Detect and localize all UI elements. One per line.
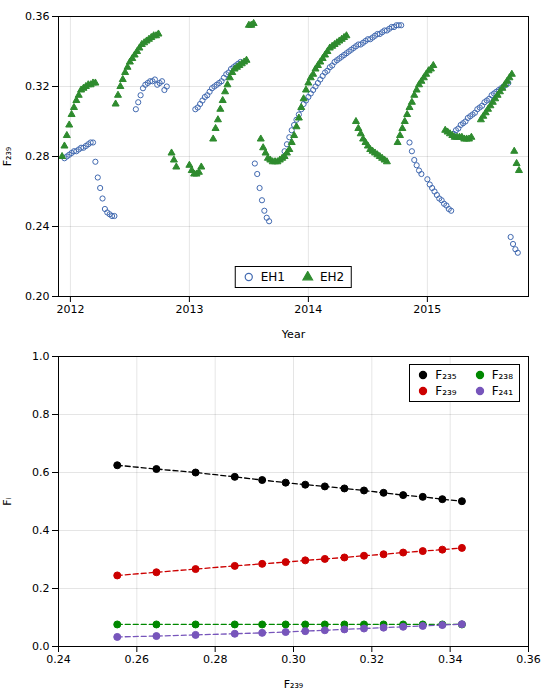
svg-text:F₂₃₉: F₂₃₉	[1, 147, 14, 167]
svg-text:0.28: 0.28	[203, 653, 228, 666]
svg-text:Year: Year	[281, 328, 306, 341]
svg-text:0.34: 0.34	[438, 653, 463, 666]
svg-text:0.8: 0.8	[32, 408, 50, 421]
svg-text:0.32: 0.32	[360, 653, 385, 666]
html-text:F₂₃₉: F₂₃₉	[435, 384, 457, 398]
svg-text:0.28: 0.28	[25, 150, 50, 163]
svg-text:0.6: 0.6	[32, 466, 50, 479]
svg-text:0.30: 0.30	[281, 653, 306, 666]
svg-text:0.32: 0.32	[25, 80, 50, 93]
svg-text:2013: 2013	[175, 303, 203, 316]
svg-text:0.36: 0.36	[516, 653, 541, 666]
html-text:F₂₃₅: F₂₃₅	[435, 368, 457, 382]
html-text:F₂₃₈: F₂₃₈	[491, 368, 513, 382]
svg-text:0.0: 0.0	[32, 640, 50, 653]
svg-text:0.24: 0.24	[25, 220, 50, 233]
svg-text:0.2: 0.2	[32, 582, 50, 595]
svg-text:0.26: 0.26	[125, 653, 150, 666]
svg-text:0.36: 0.36	[25, 10, 50, 23]
svg-text:2015: 2015	[413, 303, 441, 316]
svg-text:2012: 2012	[56, 303, 84, 316]
html-text:EH1: EH1	[260, 270, 285, 284]
svg-text:2014: 2014	[294, 303, 322, 316]
svg-text:1.0: 1.0	[32, 350, 50, 363]
html-text:EH2: EH2	[320, 270, 345, 284]
html-text:F₂₄₁: F₂₄₁	[491, 384, 513, 398]
svg-text:0.24: 0.24	[46, 653, 71, 666]
svg-text:F₂₃₉: F₂₃₉	[284, 678, 304, 691]
svg-text:0.4: 0.4	[32, 524, 50, 537]
svg-text:Fᵢ: Fᵢ	[1, 497, 14, 505]
svg-text:0.20: 0.20	[25, 290, 50, 303]
